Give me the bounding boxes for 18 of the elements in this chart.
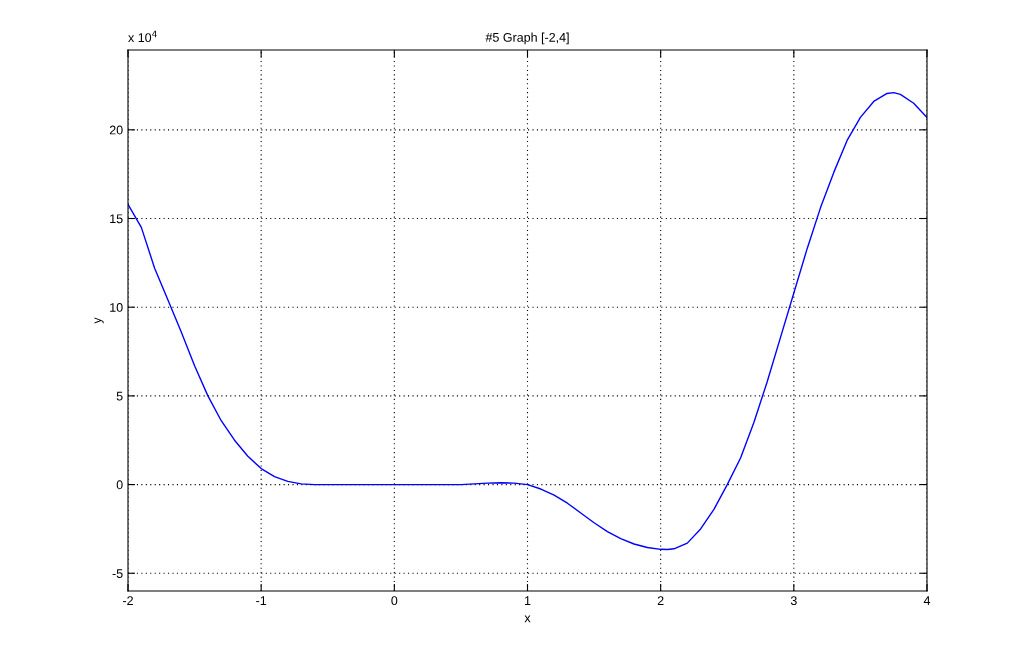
x-tick-label: 1 [524,596,531,605]
y-tick-label: 20 [109,125,123,135]
y-tick-label: 5 [116,391,123,401]
y-tick-label: 10 [110,303,123,312]
chart-title: #5 Graph [-2,4] [485,32,569,45]
x-tick-label: -2 [123,596,133,605]
x-axis-title: x [524,615,531,623]
x-tick-label: -1 [256,596,267,605]
line-series [128,91,927,551]
y-tick-label: 0 [116,480,123,490]
x-tick-label: 0 [391,596,398,606]
x-tick-label: 2 [657,596,664,605]
y-axis-title: y [94,317,104,324]
text: x 10$^{4}$ [128,30,157,43]
x-tick-label: 3 [790,596,797,606]
y-tick-label: 15 [110,214,123,224]
x-tick-label: 4 [923,596,931,605]
y-tick-label: -5 [112,569,123,578]
